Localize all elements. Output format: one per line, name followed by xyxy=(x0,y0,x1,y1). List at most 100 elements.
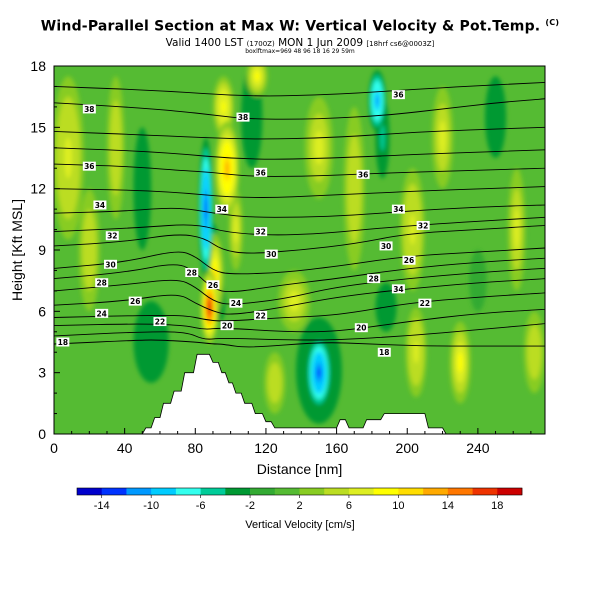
velocity-cell xyxy=(233,215,239,244)
isentrope-label-bg xyxy=(95,278,109,288)
colorbar-swatch xyxy=(126,488,152,495)
isentrope-label: 20 xyxy=(356,324,366,333)
isentrope-line xyxy=(54,147,545,160)
isentrope-lines xyxy=(54,81,545,348)
isentrope-label: 32 xyxy=(107,232,117,241)
isentrope-28 xyxy=(54,257,545,292)
isentrope-label-bg xyxy=(391,204,405,214)
isentrope-label-bg xyxy=(206,280,220,290)
subtitle-tail: [18hrf cs6@0003Z] xyxy=(366,40,435,48)
colorbar-swatch xyxy=(250,488,276,495)
isentrope-label-bg xyxy=(367,274,381,284)
colorbar-tick-label: 6 xyxy=(346,500,352,512)
x-tick-label: 120 xyxy=(254,440,278,456)
isentrope-36 xyxy=(54,163,545,177)
velocity-cell xyxy=(513,209,520,250)
x-tick-label: 160 xyxy=(325,440,349,456)
velocity-cell xyxy=(254,71,260,82)
colorbar-tick-label: 14 xyxy=(442,500,454,512)
colorbar-swatch xyxy=(472,488,498,495)
isentrope-label: 34 xyxy=(95,201,105,210)
isentrope-label-bg xyxy=(220,321,234,331)
y-tick-label: 18 xyxy=(30,58,46,74)
isentrope-label-bg xyxy=(128,296,142,306)
velocity-cell xyxy=(133,127,152,250)
isentrope-label: 34 xyxy=(217,205,227,214)
isentrope-label-bg xyxy=(185,267,199,277)
velocity-cell xyxy=(439,120,447,155)
isentrope-30 xyxy=(54,247,545,275)
isentrope-label: 36 xyxy=(358,170,368,179)
velocity-cell xyxy=(288,290,300,312)
isentrope-label: 26 xyxy=(130,297,140,306)
isentrope-label-bg xyxy=(56,337,70,347)
velocity-cell xyxy=(64,137,73,179)
colorbar-tick-label: 2 xyxy=(296,500,302,512)
colorbar: -14 -10 -6 -2 2 6 10 14 18 xyxy=(76,487,523,512)
velocity-cell xyxy=(484,76,507,158)
isentrope-label-bg xyxy=(105,231,119,241)
velocity-cell xyxy=(375,95,379,106)
isentrope-label-bg xyxy=(82,104,96,114)
isentrope-label: 26 xyxy=(404,256,414,265)
colorbar-swatch xyxy=(274,488,300,495)
colorbar-tick-label: -14 xyxy=(94,500,110,512)
velocity-cell xyxy=(530,338,538,366)
x-tick-label: 200 xyxy=(396,440,420,456)
isentrope-label-bg xyxy=(236,112,250,122)
terrain xyxy=(54,353,545,435)
isentrope-20 xyxy=(54,308,545,333)
velocity-cell xyxy=(314,130,324,165)
isentrope-label: 32 xyxy=(255,228,265,237)
isentrope-label-bg xyxy=(402,255,416,265)
isentrope-label-bg xyxy=(356,169,370,179)
isentrope-label-bg xyxy=(391,284,405,294)
isentrope-24 xyxy=(54,278,545,315)
velocity-cell xyxy=(469,249,487,312)
velocity-cell xyxy=(317,367,321,378)
isentrope-label-bg xyxy=(104,259,118,269)
colorbar-swatch xyxy=(497,488,523,495)
colorbar-swatch xyxy=(348,488,374,495)
isentrope-label-bg xyxy=(264,249,278,259)
velocity-cell xyxy=(85,229,93,271)
x-axis-label: Distance [nm] xyxy=(257,461,343,477)
colorbar-tick-label: -10 xyxy=(143,500,159,512)
isentrope-label-bg xyxy=(82,161,96,171)
isentrope-label: 36 xyxy=(255,168,265,177)
velocity-cell xyxy=(409,214,416,245)
velocity-cell xyxy=(225,161,229,175)
isentrope-label-bg xyxy=(418,298,432,308)
isentrope-label: 36 xyxy=(84,162,94,171)
colorbar-tick-label: -2 xyxy=(245,500,255,512)
colorbar-swatch xyxy=(324,488,350,495)
y-tick-label: 6 xyxy=(38,303,46,319)
colorbar-swatch xyxy=(175,488,201,495)
isentrope-label-bg xyxy=(391,90,405,100)
isentrope-line xyxy=(54,126,545,140)
x-tick-label: 240 xyxy=(466,440,490,456)
colorbar-swatch xyxy=(101,488,127,495)
x-tick-label: 40 xyxy=(117,440,133,456)
isentrope-label-bg xyxy=(229,298,243,308)
isentrope-18 xyxy=(54,323,545,341)
title-mark: (C) xyxy=(545,18,560,27)
velocity-cell xyxy=(380,123,385,152)
y-tick-label: 0 xyxy=(38,426,46,442)
colorbar-swatch xyxy=(299,488,325,495)
isentrope-16 xyxy=(54,339,545,348)
x-tick-label: 0 xyxy=(50,440,58,456)
colorbar-label: Vertical Velocity [cm/s] xyxy=(245,519,354,531)
isentrope-label: 26 xyxy=(208,281,218,290)
velocity-cell xyxy=(350,161,358,216)
isentrope-label: 28 xyxy=(187,268,197,277)
velocity-cell xyxy=(457,352,463,373)
colorbar-swatch xyxy=(373,488,399,495)
velocity-cell xyxy=(221,100,226,114)
velocity-cell xyxy=(204,198,207,220)
isentrope-label-bg xyxy=(379,241,393,251)
isentrope-label: 38 xyxy=(84,105,94,114)
isentrope-label: 34 xyxy=(393,285,403,294)
